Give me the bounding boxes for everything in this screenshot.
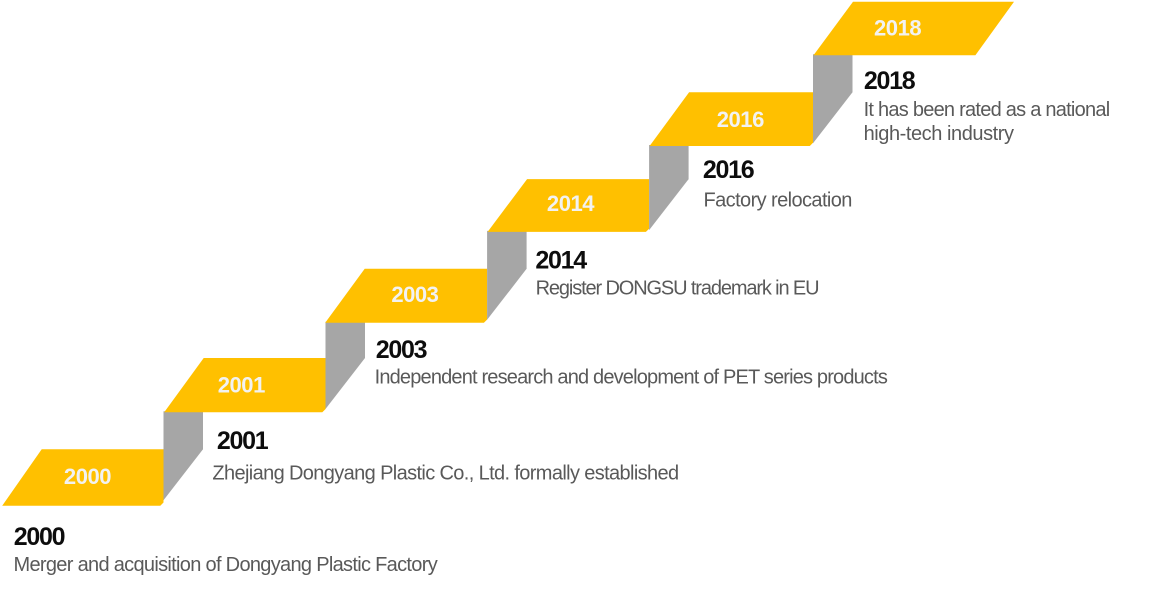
svg-text:2001: 2001 xyxy=(218,373,265,398)
svg-text:2000: 2000 xyxy=(14,523,65,551)
svg-text:2018: 2018 xyxy=(864,67,916,95)
svg-text:2014: 2014 xyxy=(535,247,587,275)
svg-text:2014: 2014 xyxy=(547,191,595,216)
svg-text:It has been rated as a nationa: It has been rated as a national xyxy=(864,99,1110,121)
svg-text:high-tech industry: high-tech industry xyxy=(864,123,1014,145)
svg-text:Factory relocation: Factory relocation xyxy=(704,189,852,211)
svg-text:2003: 2003 xyxy=(376,336,427,364)
svg-text:Register DONGSU trademark in E: Register DONGSU trademark in EU xyxy=(536,278,819,300)
svg-text:Merger and acquisition of Dong: Merger and acquisition of Dongyang Plast… xyxy=(14,554,438,576)
svg-text:2018: 2018 xyxy=(874,15,921,40)
svg-text:2016: 2016 xyxy=(703,156,754,184)
svg-text:2016: 2016 xyxy=(717,107,764,132)
svg-text:Zhejiang Dongyang Plastic Co.,: Zhejiang Dongyang Plastic Co., Ltd. form… xyxy=(212,462,678,484)
svg-text:2003: 2003 xyxy=(391,282,438,307)
svg-text:Independent research and devel: Independent research and development of … xyxy=(375,367,888,389)
svg-text:2001: 2001 xyxy=(217,427,269,455)
svg-text:2000: 2000 xyxy=(64,464,111,489)
